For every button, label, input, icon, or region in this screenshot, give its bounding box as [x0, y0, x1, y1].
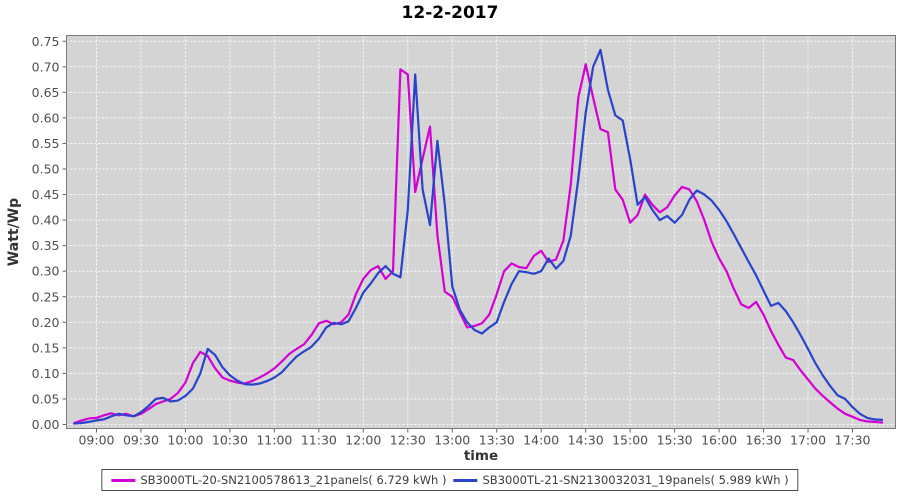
plot-area: [66, 35, 896, 429]
x-tick-label: 16:30: [746, 433, 782, 448]
y-tick-label: 0.00: [32, 417, 60, 432]
series-line-0: [73, 63, 884, 425]
y-tick-label: 0.60: [32, 110, 60, 125]
x-tick-label: 11:00: [256, 433, 292, 448]
x-tick-label: 17:30: [834, 433, 870, 448]
y-tick-label: 0.30: [32, 264, 60, 279]
y-tick-label: 0.70: [32, 59, 60, 74]
y-tick-label: 0.10: [32, 366, 60, 381]
y-tick-label: 0.50: [32, 162, 60, 177]
x-tick-label: 14:00: [523, 433, 559, 448]
y-tick-label: 0.40: [32, 213, 60, 228]
plot-border: [66, 35, 896, 429]
plot-background-group: [66, 35, 896, 429]
x-tick-label: 09:00: [78, 433, 114, 448]
y-tick-label: 0.35: [32, 238, 60, 253]
x-tick-label: 12:00: [345, 433, 381, 448]
legend-item-series-1: SB3000TL-21-SN2130032031_19panels( 5.989…: [453, 473, 789, 487]
x-tick-label: 10:30: [212, 433, 248, 448]
y-tick-label: 0.75: [32, 34, 60, 49]
legend-line-swatch-magenta: [111, 478, 136, 482]
y-axis-title: Watt/Wp: [6, 197, 22, 267]
legend: SB3000TL-20-SN2100578613_21panels( 6.729…: [101, 469, 799, 491]
chart-title: 12-2-2017: [401, 3, 499, 23]
x-tick-label: 16:00: [701, 433, 737, 448]
legend-label-series-1: SB3000TL-21-SN2130032031_19panels( 5.989…: [482, 473, 789, 487]
legend-label-series-0: SB3000TL-20-SN2100578613_21panels( 6.729…: [140, 473, 447, 487]
x-tick-label: 11:30: [301, 433, 337, 448]
series-line-1: [73, 48, 884, 425]
axes-group: [62, 35, 896, 433]
x-tick-label: 13:30: [479, 433, 515, 448]
x-tick-label: 14:30: [568, 433, 604, 448]
gridlines-group: [66, 35, 896, 429]
x-tick-label: 12:30: [390, 433, 426, 448]
x-tick-label: 09:30: [123, 433, 159, 448]
y-tick-label: 0.55: [32, 136, 60, 151]
x-tick-label: 17:00: [790, 433, 826, 448]
legend-item-series-0: SB3000TL-20-SN2100578613_21panels( 6.729…: [111, 473, 447, 487]
x-tick-label: 10:00: [167, 433, 203, 448]
x-tick-label: 15:30: [657, 433, 693, 448]
y-tick-label: 0.45: [32, 187, 60, 202]
series-group: [73, 48, 884, 425]
legend-line-swatch-blue: [453, 478, 478, 482]
y-tick-label: 0.20: [32, 315, 60, 330]
tick-labels-group: 09:00 09:30 10:00 10:30 11:00 11:30 12:00 12:30…: [32, 34, 871, 448]
y-tick-label: 0.05: [32, 391, 60, 406]
y-tick-label: 0.15: [32, 340, 60, 355]
y-tick-label: 0.65: [32, 85, 60, 100]
x-tick-label: 15:00: [612, 433, 648, 448]
x-axis-title: time: [463, 448, 499, 464]
y-tick-label: 0.25: [32, 289, 60, 304]
x-tick-label: 13:00: [434, 433, 470, 448]
